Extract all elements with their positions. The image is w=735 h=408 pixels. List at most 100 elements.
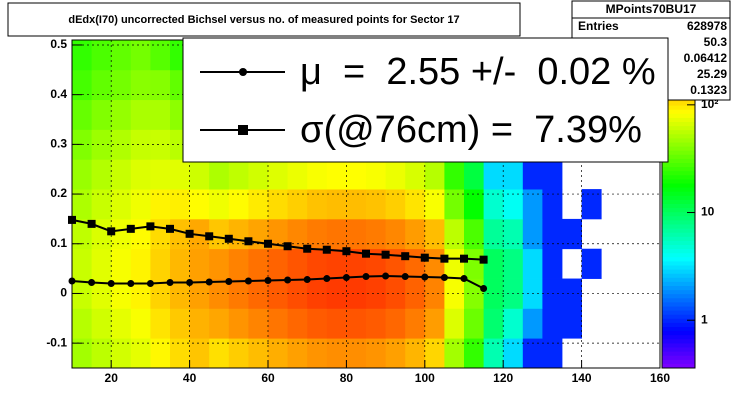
heat-cell	[483, 308, 504, 339]
heat-cell	[130, 99, 151, 130]
heat-cell	[170, 218, 190, 250]
heat-cell	[248, 338, 269, 369]
heat-cell	[366, 308, 386, 339]
palette-step	[662, 355, 695, 361]
palette-step	[662, 117, 695, 123]
heat-cell	[150, 338, 171, 369]
heat-cell	[522, 308, 543, 339]
x-tick-label: 140	[572, 371, 592, 385]
series-marker	[244, 237, 253, 246]
palette-step	[662, 204, 695, 209]
heat-cell	[483, 218, 504, 250]
heat-cell	[464, 159, 484, 190]
palette-step	[662, 171, 695, 176]
stats-value: 0.1323	[690, 83, 727, 97]
series-marker	[68, 277, 76, 285]
palette-step	[662, 134, 695, 139]
palette-step	[662, 195, 695, 201]
palette-step	[662, 179, 695, 184]
heat-cell	[130, 308, 151, 339]
heat-cell	[130, 338, 151, 369]
heat-cell	[209, 338, 230, 369]
heat-cell	[326, 248, 347, 279]
heat-cell	[562, 308, 582, 339]
legend-label: μ = 2.55 +/- 0.02 %	[300, 51, 656, 93]
heat-cell	[307, 218, 328, 250]
palette-step	[662, 208, 695, 213]
palette-step	[662, 343, 695, 348]
heat-cell	[424, 189, 445, 220]
y-tick-label: 0.2	[50, 186, 67, 200]
palette-step	[662, 101, 695, 107]
heat-cell	[542, 159, 563, 190]
palette-step	[662, 257, 695, 262]
heat-cell	[307, 248, 328, 279]
series-marker	[107, 227, 116, 236]
series-marker	[88, 279, 96, 287]
x-tick-label: 40	[183, 371, 197, 385]
heat-cell	[424, 338, 445, 369]
heat-cell	[189, 248, 210, 279]
palette-step	[662, 232, 695, 238]
heat-cell	[130, 40, 151, 71]
heat-cell	[326, 278, 347, 309]
heat-cell	[385, 278, 406, 309]
series-marker	[342, 274, 350, 282]
heat-cell	[111, 159, 132, 190]
legend-frame	[182, 37, 669, 163]
heat-cell	[405, 308, 426, 339]
stats-value: 25.29	[697, 67, 727, 81]
palette-step	[662, 175, 695, 180]
heat-cell	[209, 218, 230, 250]
heat-cell	[444, 218, 465, 250]
heat-cell	[483, 248, 504, 279]
heat-cell	[287, 308, 308, 339]
palette-step	[662, 310, 695, 316]
series-marker	[342, 247, 351, 256]
heat-cell	[424, 308, 445, 339]
series-line	[71, 218, 484, 261]
heat-cell	[228, 248, 249, 279]
heat-cell	[111, 338, 132, 369]
heat-cell	[464, 338, 484, 369]
heat-cell	[189, 159, 210, 190]
palette-step	[662, 220, 695, 225]
heat-cell	[562, 218, 582, 250]
series-marker	[68, 215, 76, 224]
y-tick-label: 0	[60, 286, 67, 300]
series-marker	[166, 224, 174, 233]
series-marker	[479, 255, 488, 264]
series-marker	[264, 239, 272, 248]
heat-cell	[366, 338, 386, 369]
series-marker	[146, 222, 155, 231]
heat-cell	[150, 248, 171, 279]
palette-step	[662, 331, 695, 336]
series-marker	[480, 284, 488, 292]
heat-cell	[385, 159, 406, 190]
series-marker	[401, 273, 409, 281]
heat-cell	[170, 308, 190, 339]
palette-step	[662, 163, 695, 168]
heat-cell	[366, 278, 386, 309]
palette-step	[662, 240, 695, 246]
heat-cell	[287, 218, 308, 250]
heat-cell	[326, 218, 347, 250]
series-marker	[323, 275, 331, 283]
heat-cell	[307, 308, 328, 339]
heat-cell	[150, 69, 171, 101]
x-tick-label: 60	[261, 371, 275, 385]
heat-cell	[405, 338, 426, 369]
heat-cell	[170, 338, 190, 369]
heat-cell	[189, 218, 210, 250]
palette-step	[662, 277, 695, 283]
stats-label: Entries	[578, 19, 619, 33]
heat-cell	[268, 218, 288, 250]
heat-cell	[522, 338, 543, 369]
heat-cell	[72, 159, 92, 190]
heat-cell	[268, 189, 288, 220]
palette-step	[662, 109, 695, 115]
series-marker	[303, 244, 312, 253]
heat-cell	[72, 308, 92, 339]
series-marker	[166, 279, 174, 287]
heat-cell	[444, 189, 465, 220]
